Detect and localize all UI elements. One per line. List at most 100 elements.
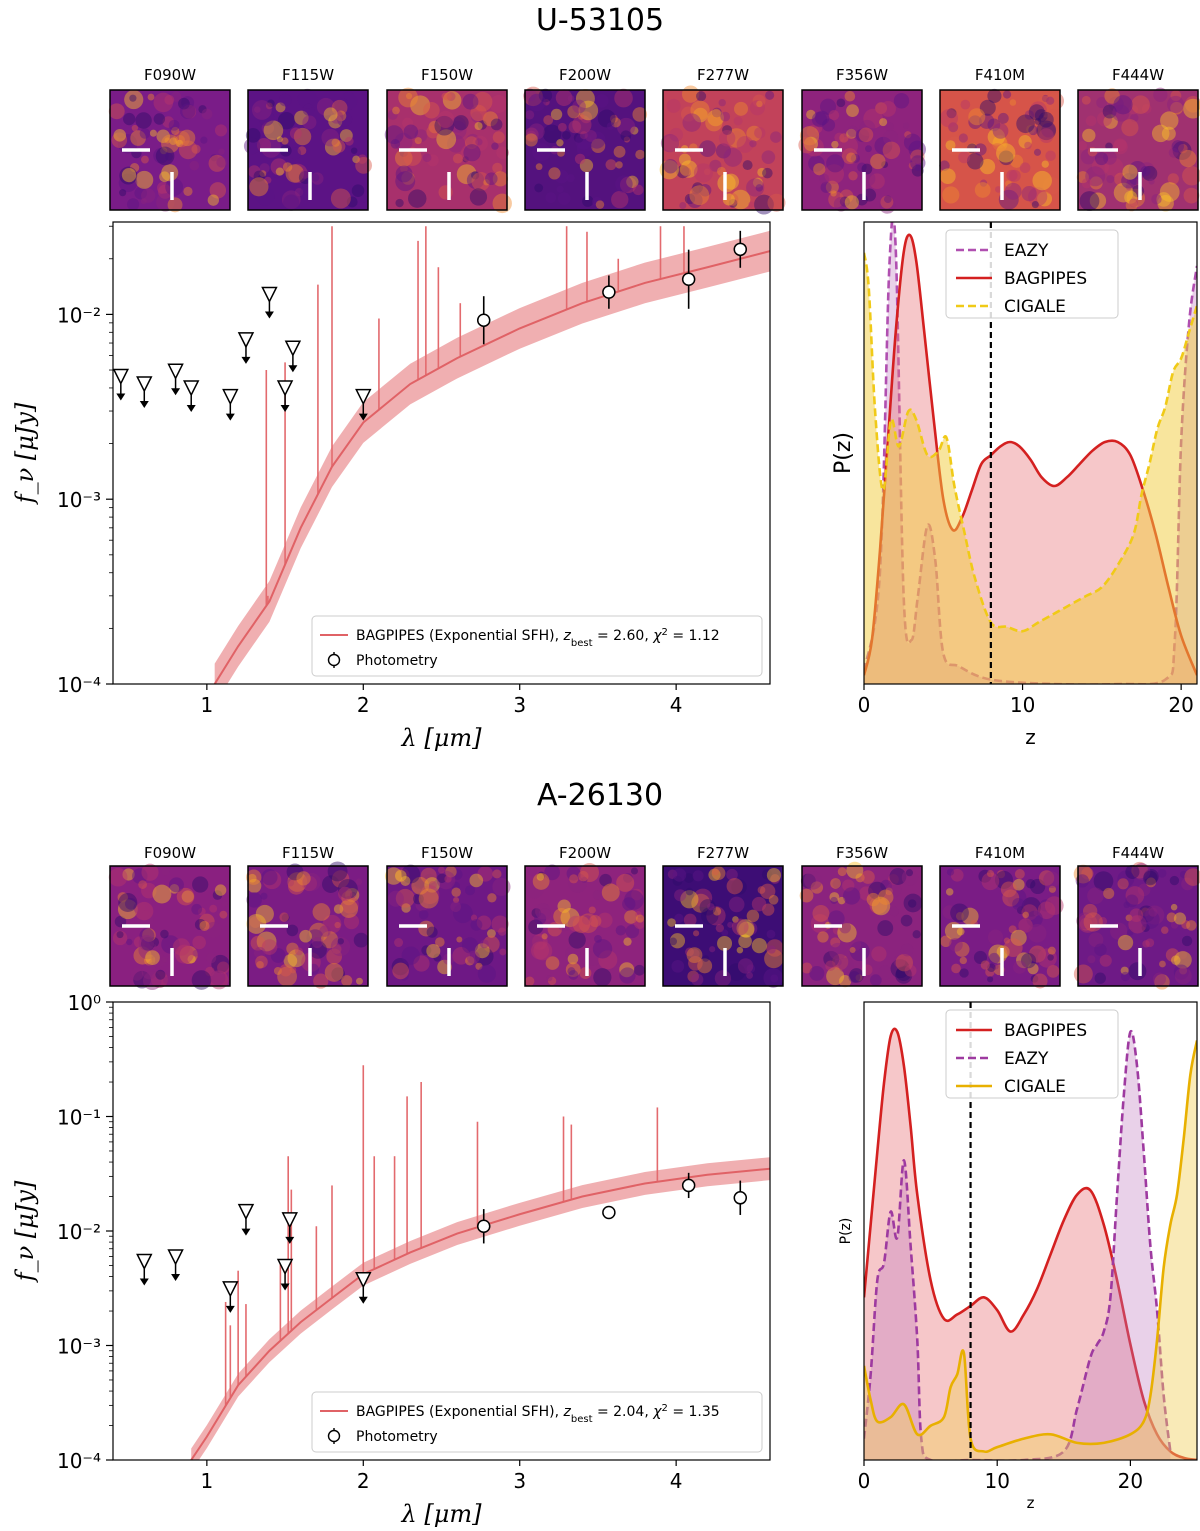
cutout-noise [472,91,493,112]
y-tick-label: 10⁻⁴ [57,673,101,697]
cutout-noise [761,869,773,880]
cutout-noise [1157,194,1174,212]
cutout-noise [1105,142,1113,151]
cutout-noise [616,873,635,892]
cutout-noise [718,99,726,107]
pz-legend: EAZY BAGPIPES CIGALE [945,229,1119,319]
upper-limit-marker [167,363,184,396]
cutout-noise [497,927,507,936]
cutout-noise [619,176,637,194]
cutout-noise [326,948,343,965]
cutout-frame [801,865,923,987]
upper-limit-triangle [237,1203,255,1221]
cutout-noise [907,899,917,908]
pz-legend-label-eazy: EAZY [1004,241,1049,261]
cutout-noise [832,879,842,889]
cutout-noise [1182,166,1200,186]
cutout-noise [426,125,440,139]
cutout-noise [214,884,227,896]
cutout-noise [718,130,736,147]
cutout-noise [308,940,327,959]
cutout-noise [141,882,157,899]
cutout-noise [1174,967,1192,985]
cutout-f356w: F356W [798,66,927,214]
cutout-noise [830,937,841,948]
cutout-noise [878,965,893,980]
cutout-noise [337,938,344,945]
cutout-noise [465,885,476,896]
cutout-noise [471,172,491,191]
cutout-noise [822,118,836,132]
cutout-noise [839,133,849,143]
cutout-f410m: F410M [939,844,1064,989]
cutout-noise [249,177,269,197]
cutout-noise [442,91,462,110]
cutout-noise [1181,935,1193,947]
cutout-noise [696,91,707,102]
cutout-noise [330,110,344,124]
cutout-noise [264,176,272,184]
cutout-noise [900,943,914,957]
upper-limit-marker [112,368,130,401]
cutout-noise [606,122,615,130]
cutout-noise [687,970,699,983]
legend-text-part: 2 [662,627,668,638]
cutout-noise [1075,874,1089,888]
cutout-noise [155,969,166,980]
cutout-noise [181,890,194,903]
pz-fill-cigale [864,1040,1197,1460]
cutout-noise [338,886,353,901]
cutout-noise [387,890,404,907]
cutout-noise [262,870,282,890]
cutout-noise [635,149,645,160]
cutout-noise [630,126,639,135]
cutout-noise [565,945,581,962]
cutout-noise [1010,929,1027,946]
cutout-noise [255,955,268,969]
cutout-noise [485,172,498,185]
cutout-noise [524,976,535,987]
cutout-noise [134,186,148,200]
cutout-noise [717,935,733,951]
cutout-noise [992,963,999,970]
cutout-noise [282,162,293,172]
cutout-noise [1041,123,1056,138]
cutout-noise [401,864,421,884]
cutout-noise [1030,974,1039,983]
object-title: U-53105 [536,3,664,38]
cutout-noise [743,921,758,936]
cutout-noise [575,132,593,150]
legend-text-part: z [563,1404,572,1420]
cutout-noise [1087,887,1104,905]
cutout-noise [686,947,703,964]
upper-limit-triangle [222,388,239,406]
cutout-noise [895,953,914,972]
cutout-noise [1169,875,1180,886]
cutout-noise [1151,124,1170,143]
cutout-frame [524,89,646,211]
cutout-noise [321,128,340,147]
cutout-noise [1145,905,1165,925]
cutout-noise [308,922,329,943]
cutout-noise [709,159,722,172]
cutout-noise [437,866,445,874]
cutout-noise [883,195,892,204]
cutout-noise [987,976,994,983]
cutout-noise [453,115,469,131]
cutout-noise [247,873,257,883]
cutout-noise [578,870,589,882]
cutout-noise [809,965,825,981]
cutout-noise [531,908,542,918]
cutout-noise [112,930,128,946]
cutout-noise [910,149,925,164]
cutout-noise [286,863,304,881]
cutout-noise [1021,904,1038,921]
cutout-noise [660,134,680,153]
cutout-noise [849,968,864,983]
sed-x-axis-label: λ [μm] [401,1500,483,1528]
cutout-noise [275,167,285,176]
cutout-noise [1138,162,1156,179]
cutout-noise [281,137,289,145]
cutout-noise [1020,953,1037,969]
cutout-noise [979,158,996,175]
